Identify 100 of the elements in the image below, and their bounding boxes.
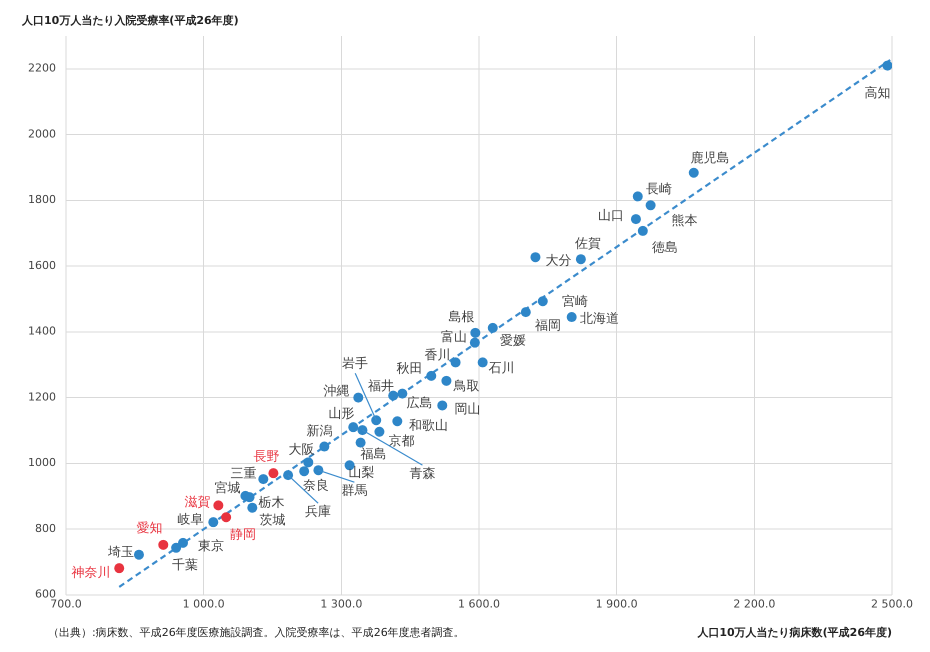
point [114, 563, 124, 574]
annotation: 大分 [545, 254, 572, 269]
point [397, 388, 408, 399]
point [478, 357, 488, 368]
point [882, 60, 892, 71]
annotation: 群馬 [341, 484, 368, 499]
point [488, 322, 498, 333]
annotation: 長野 [253, 450, 280, 465]
point [470, 328, 480, 338]
annotation: 福井 [368, 378, 394, 394]
point [213, 500, 224, 510]
point [371, 415, 382, 426]
annotation: 新潟 [306, 424, 332, 439]
point [268, 468, 278, 478]
point [688, 168, 699, 178]
annotation: 山梨 [348, 466, 375, 481]
point [353, 392, 364, 403]
annotation: 栃木 [258, 496, 285, 511]
x-tick-label: 1 900.0 [596, 597, 638, 610]
point [303, 457, 314, 468]
y-tick-label: 2200 [28, 62, 56, 75]
annotation: 神奈川 [72, 566, 111, 581]
annotation: 埼玉 [106, 545, 134, 560]
point [356, 438, 366, 448]
y-tick-label: 1600 [28, 258, 56, 272]
point [134, 550, 144, 560]
annotation: 滋賀 [184, 494, 210, 510]
point [357, 425, 368, 436]
annotation: 和歌山 [408, 418, 448, 434]
annotation: 岩手 [342, 356, 368, 372]
point [374, 426, 384, 437]
annotation: 香川 [424, 348, 451, 363]
point [646, 200, 656, 210]
point [470, 338, 480, 348]
y-tick-label: 1200 [28, 390, 56, 404]
point [283, 470, 294, 480]
point [630, 214, 641, 224]
annotation: 島根 [448, 310, 474, 326]
annotation: 千葉 [172, 558, 198, 574]
point [388, 390, 398, 401]
annotation: 大阪 [288, 442, 314, 458]
y-tick-label: 2000 [28, 127, 56, 140]
annotation: 徳島 [652, 240, 678, 256]
point [244, 492, 255, 502]
text: （出典）:病床数、平成26年度医療施設調査。入院受療率は、平成26年度患者調査。 [48, 626, 465, 639]
annotation: 鳥取 [452, 379, 480, 394]
point [538, 296, 548, 306]
point [258, 474, 268, 484]
annotation: 鹿児島 [690, 151, 730, 166]
x-tick-label: 1 300.0 [320, 597, 362, 610]
annotation: 北海道 [580, 311, 620, 326]
point [319, 442, 330, 452]
annotation: 宮城 [214, 480, 240, 496]
annotation: 愛媛 [500, 333, 526, 348]
y-axis-title: 人口10万人当たり入院受療率(平成26年度) [21, 14, 239, 27]
annotation: 福岡 [534, 318, 561, 334]
annotation: 宮崎 [562, 294, 588, 310]
x-tick-label: 2 500.0 [871, 597, 913, 610]
annotation: 佐賀 [574, 236, 601, 252]
annotation: 長崎 [646, 182, 672, 197]
annotation: 茨城 [259, 513, 286, 528]
annotation: 岡山 [454, 402, 480, 417]
point [299, 466, 310, 476]
annotation: 沖縄 [323, 384, 350, 399]
annotation: 広島 [406, 395, 432, 412]
point [426, 370, 436, 381]
y-tick-label: 1800 [28, 193, 56, 206]
point [441, 376, 452, 386]
y-tick-label: 1000 [28, 456, 56, 470]
annotation: 京都 [388, 434, 414, 450]
point [576, 254, 586, 264]
annotation: 高知 [864, 84, 890, 101]
annotation: 東京 [198, 539, 224, 554]
annotation: 石川 [488, 360, 515, 376]
point [247, 502, 258, 513]
annotation: 富山 [440, 329, 467, 346]
point [530, 252, 540, 262]
annotation: 三重 [230, 466, 256, 482]
annotation: 福島 [360, 446, 387, 462]
point [520, 307, 531, 318]
point [566, 312, 577, 322]
annotation: 奈良 [303, 478, 330, 494]
point [208, 517, 218, 528]
x-tick-label: 1 600.0 [458, 597, 500, 610]
point [171, 542, 182, 553]
annotation: 山形 [328, 406, 354, 422]
annotation: 熊本 [672, 214, 698, 229]
point [392, 416, 402, 426]
point [632, 191, 643, 202]
point [221, 512, 232, 522]
annotation: 静岡 [230, 528, 256, 543]
x-axis-title: 人口10万人当たり病床数(平成26年度) [696, 626, 892, 639]
annotation: 秋田 [396, 361, 422, 376]
annotation: 愛知 [136, 521, 162, 536]
annotation: 青森 [409, 466, 436, 482]
point [450, 357, 461, 368]
point [638, 226, 648, 236]
y-tick-label: 800 [34, 522, 56, 535]
x-tick-label: 2 200.0 [733, 597, 776, 610]
point [348, 422, 358, 432]
